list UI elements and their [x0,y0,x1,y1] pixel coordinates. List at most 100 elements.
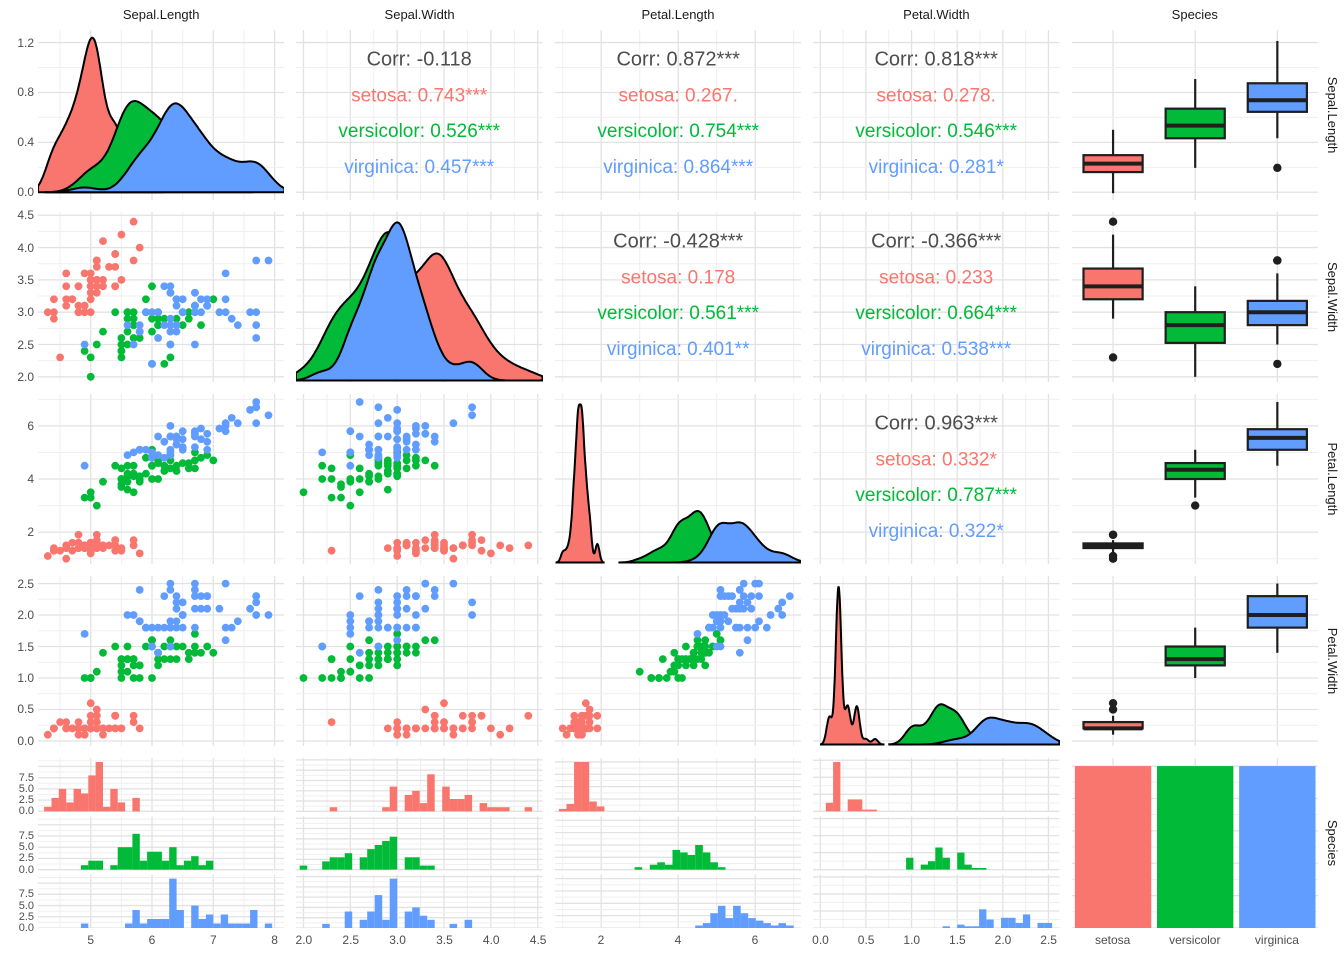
x-tick-label: 2.5 [342,933,360,947]
correlation-line: virginica: 0.864*** [603,157,754,178]
panel-bar-counts-r5c5 [1071,758,1318,928]
y-tick-label: 1.0 [17,671,34,685]
x-category-label: setosa [1094,933,1131,947]
y-tick-label: 5.0 [18,841,34,854]
panel-scatter-r3c1 [38,394,285,564]
panel-boxplot-r1c5 [1071,30,1318,200]
correlation-line: versicolor: 0.787*** [856,485,1018,506]
panel-facet-histogram-r5c1 [38,758,285,928]
panel-facet-histogram-r5c3 [554,758,802,928]
x-tick-label: 2.0 [295,933,313,947]
panel-density-r1c1 [38,30,285,200]
y-tick-label: 4.5 [17,208,34,223]
x-tick-label: 0.0 [812,933,829,947]
correlation-line: virginica: 0.401** [607,339,750,360]
panel-correlation-text-r2c3: Corr: -0.428*** setosa: 0.178 versicolor: … [554,212,802,382]
row-title-petal-length: Petal.Length [1325,442,1340,516]
x-tick-label: 3.0 [389,933,406,947]
x-tick-label: 0.5 [857,933,875,947]
correlation-line: versicolor: 0.664*** [856,303,1018,324]
column-title-petal-width: Petal.Width [903,7,970,22]
x-tick-label: 7 [209,933,217,947]
row-title-sepal-width: Sepal.Width [1325,261,1340,333]
panel-density-r2c2 [296,212,543,382]
correlation-line: setosa: 0.178 [621,267,735,288]
x-category-label: versicolor [1169,933,1221,947]
y-tick-label: 0.8 [17,85,34,100]
panel-correlation-text-r1c3: Corr: 0.872*** setosa: 0.267. versicolor: … [554,30,802,200]
panel-scatter-r2c1 [38,212,285,382]
x-tick-label: 5 [87,933,95,947]
row-title-species: Species [1325,819,1340,867]
column-title-sepal-length: Sepal.Length [122,7,200,22]
y-tick-label: 0.5 [17,702,34,717]
y-tick-label: 5.0 [18,899,34,912]
column-title-petal-length: Petal.Length [641,7,715,22]
y-tick-label: 2.5 [18,852,34,865]
x-tick-label: 8 [271,933,278,947]
correlation-line: Corr: -0.366*** [871,231,1001,253]
panel-boxplot-r3c5 [1071,394,1318,564]
panel-correlation-text-r1c2: Corr: -0.118 setosa: 0.743*** versicolor: … [296,30,543,200]
y-tick-label: 0.0 [18,805,34,818]
y-tick-label: 2.5 [18,794,34,807]
y-tick-label: 7.5 [18,829,34,842]
x-tick-label: 2 [597,933,605,947]
panel-density-r4c4 [813,576,1060,746]
correlation-line: virginica: 0.281* [869,157,1005,178]
panel-scatter-r4c3 [554,576,802,746]
x-tick-label: 4.5 [529,933,547,947]
y-tick-label: 4.0 [17,240,34,255]
panel-correlation-text-r2c4: Corr: -0.366*** setosa: 0.233 versicolor: … [813,212,1060,382]
panel-facet-histogram-r5c4 [813,758,1060,928]
x-tick-label: 1.0 [903,933,921,947]
y-tick-label: 5.0 [18,782,34,795]
correlation-line: Corr: 0.872*** [616,49,740,71]
correlation-line: virginica: 0.538*** [861,339,1012,360]
y-tick-label: 0.0 [18,863,34,876]
correlation-line: Corr: 0.818*** [875,49,999,71]
y-tick-label: 3.5 [17,272,34,287]
x-tick-label: 1.5 [949,933,966,947]
column-title-sepal-width: Sepal.Width [384,7,455,22]
panel-facet-histogram-r5c2 [296,758,543,928]
y-tick-label: 2.0 [17,369,34,384]
panel-correlation-text-r1c4: Corr: 0.818*** setosa: 0.278. versicolor: … [813,30,1060,200]
y-tick-label: 0.4 [17,135,34,150]
y-tick-label: 7.5 [18,771,34,784]
x-tick-label: 4.0 [482,933,500,947]
y-tick-label: 1.2 [17,35,34,50]
panel-density-r3c3 [554,394,802,564]
correlation-line: versicolor: 0.526*** [339,121,501,142]
panel-correlation-text-r3c4: Corr: 0.963*** setosa: 0.332* versicolor: … [813,394,1060,564]
correlation-line: versicolor: 0.754*** [597,121,759,142]
correlation-line: setosa: 0.267. [618,85,737,106]
column-title-species: Species [1171,7,1218,22]
y-tick-label: 1.5 [17,639,34,654]
panel-scatter-r4c1 [38,576,285,746]
correlation-line: Corr: -0.118 [367,49,472,71]
y-tick-label: 2.5 [17,576,34,591]
correlation-line: setosa: 0.332* [876,449,998,470]
correlation-line: versicolor: 0.546*** [856,121,1018,142]
y-tick-label: 6 [27,418,34,433]
y-tick-label: 2 [27,525,34,540]
panel-scatter-r3c2 [296,394,543,564]
y-tick-label: 2.0 [17,608,34,623]
row-title-sepal-length: Sepal.Length [1325,76,1340,154]
correlation-line: Corr: 0.963*** [875,413,999,435]
y-tick-label: 3.0 [17,305,34,320]
y-tick-label: 7.5 [18,888,34,901]
correlation-line: setosa: 0.278. [877,85,996,106]
x-category-label: virginica [1254,933,1299,947]
correlation-line: setosa: 0.233 [879,267,993,288]
row-title-petal-width: Petal.Width [1325,627,1340,695]
panel-boxplot-r2c5 [1071,212,1318,382]
correlation-line: setosa: 0.743*** [351,85,488,106]
x-tick-label: 4 [674,933,682,947]
x-tick-label: 6 [751,933,759,947]
x-tick-label: 6 [148,933,156,947]
y-tick-label: 0.0 [17,185,34,200]
y-tick-label: 4 [27,472,34,486]
x-tick-label: 3.5 [436,933,453,947]
